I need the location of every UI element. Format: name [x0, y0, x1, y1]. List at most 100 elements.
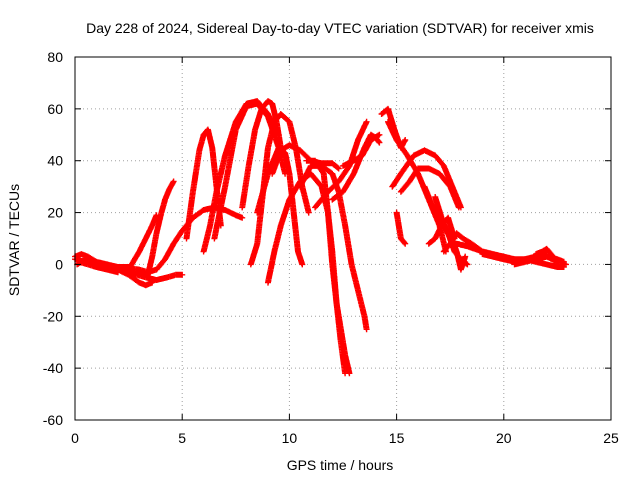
data-point — [209, 224, 211, 227]
data-point — [524, 258, 526, 260]
data-point — [235, 129, 237, 131]
data-point — [299, 186, 301, 188]
data-point — [503, 258, 505, 260]
data-point — [342, 191, 344, 193]
data-point — [314, 160, 316, 162]
data-point — [288, 173, 290, 175]
data-point — [203, 250, 205, 253]
data-point — [357, 289, 359, 291]
data-point — [546, 248, 548, 250]
data-point — [128, 274, 130, 276]
data-point — [338, 167, 340, 170]
data-point — [331, 173, 333, 175]
data-point — [434, 196, 436, 198]
data-point — [80, 253, 83, 255]
data-point — [350, 263, 353, 266]
data-point — [378, 141, 381, 144]
data-point — [85, 258, 87, 260]
data-point — [173, 180, 175, 183]
data-point — [391, 186, 393, 188]
data-point — [95, 261, 98, 263]
data-point — [408, 180, 411, 183]
data-point — [471, 243, 473, 245]
data-point — [449, 243, 451, 245]
data-point — [271, 103, 273, 105]
data-point — [434, 237, 436, 240]
data-point — [155, 214, 158, 216]
data-point — [151, 256, 153, 258]
data-point — [168, 188, 170, 190]
series-sat-32 — [533, 245, 557, 260]
data-point — [155, 279, 158, 281]
data-point — [387, 121, 389, 123]
data-point — [556, 266, 559, 268]
data-point — [417, 167, 419, 170]
data-point — [301, 263, 303, 266]
data-point — [256, 103, 258, 105]
data-point — [310, 165, 312, 167]
data-point — [250, 263, 252, 266]
data-point — [335, 302, 338, 304]
data-point — [256, 243, 258, 245]
data-point — [235, 121, 237, 123]
data-point — [192, 217, 194, 219]
data-point — [192, 191, 194, 193]
data-point — [128, 266, 130, 268]
data-point — [404, 139, 406, 141]
data-point — [297, 250, 299, 253]
data-point — [117, 271, 119, 273]
data-point — [203, 134, 205, 136]
data-point — [353, 160, 355, 162]
data-point — [535, 261, 537, 263]
data-point — [245, 105, 248, 107]
data-point — [462, 237, 464, 240]
data-point — [413, 154, 415, 157]
data-point — [87, 256, 89, 258]
data-point — [546, 256, 548, 258]
data-point — [344, 224, 346, 227]
data-point — [288, 121, 290, 123]
plot-frame — [74, 56, 612, 421]
data-point — [348, 372, 351, 374]
series-sat-11 — [254, 144, 306, 268]
axis-ticks: 0 5 10 15 20 25 -60 -40 -20 0 20 40 60 80 — [43, 49, 619, 446]
series-sat-22 — [397, 165, 462, 211]
data-point — [181, 274, 183, 276]
data-point — [400, 237, 402, 240]
data-point — [438, 173, 441, 175]
data-point — [203, 209, 205, 211]
series-sat-18 — [340, 131, 383, 169]
y-tick-label: -20 — [43, 308, 63, 324]
data-point — [357, 139, 359, 141]
data-point — [273, 121, 275, 123]
data-point — [106, 263, 108, 266]
data-point — [166, 276, 168, 278]
data-point — [365, 121, 368, 123]
data-point — [342, 165, 344, 167]
data-point — [400, 191, 402, 193]
y-tick-label: -40 — [43, 360, 63, 376]
data-point — [117, 266, 119, 268]
data-point — [320, 186, 323, 188]
series-sat-15 — [303, 157, 353, 377]
data-point — [164, 258, 166, 260]
data-point — [95, 266, 98, 268]
data-point — [175, 274, 177, 276]
data-point — [436, 217, 438, 219]
x-tick-label: 15 — [389, 430, 405, 446]
data-point — [215, 191, 218, 193]
data-point — [308, 211, 310, 214]
data-point — [556, 261, 559, 263]
data-point — [456, 243, 458, 245]
data-point — [428, 243, 430, 245]
data-point — [138, 250, 140, 253]
data-point — [248, 165, 250, 167]
data-point — [155, 232, 158, 234]
data-point — [460, 269, 462, 271]
data-point — [211, 147, 213, 149]
data-point — [145, 284, 147, 286]
y-tick-label: 80 — [47, 49, 63, 65]
data-point — [305, 160, 308, 162]
data-point — [535, 253, 537, 255]
